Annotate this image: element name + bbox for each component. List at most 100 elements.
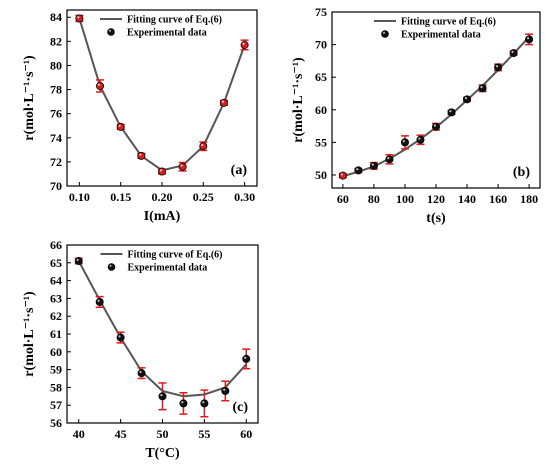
- y-tick-label: 58: [50, 380, 62, 394]
- data-point: [525, 33, 534, 46]
- x-tick-label: 0.30: [234, 190, 255, 204]
- x-tick-label: 100: [396, 192, 414, 206]
- legend-marker-highlight: [109, 264, 112, 267]
- y-tick-label: 65: [315, 70, 327, 84]
- y-tick-label: 61: [50, 327, 62, 341]
- data-point: [137, 367, 146, 380]
- y-axis-label: r(mol·L⁻¹·s⁻¹): [22, 55, 37, 141]
- data-point: [96, 79, 105, 93]
- data-marker: [478, 84, 487, 93]
- data-marker: [157, 167, 166, 176]
- data-point: [354, 166, 363, 175]
- marker-highlight: [433, 124, 436, 127]
- fit-curve-line: [78, 18, 246, 172]
- data-point: [369, 161, 378, 170]
- legend-marker-swatch: [381, 30, 389, 38]
- marker-highlight: [202, 401, 205, 404]
- marker-highlight: [76, 258, 79, 261]
- fit-curve-line: [77, 260, 248, 398]
- x-axis-label: T(°C): [145, 446, 180, 461]
- data-point: [137, 151, 146, 160]
- data-point: [157, 167, 166, 176]
- data-marker: [158, 392, 167, 401]
- data-marker: [369, 161, 378, 170]
- legend-marker-highlight: [383, 31, 385, 34]
- x-tick-label: 60: [240, 427, 252, 441]
- marker-highlight: [160, 394, 163, 397]
- data-point: [74, 257, 83, 266]
- x-tick-label: 60: [337, 192, 349, 206]
- x-axis-label: t(s): [426, 211, 446, 226]
- y-tick-label: 75: [315, 5, 327, 19]
- marker-highlight: [371, 163, 374, 166]
- data-marker: [463, 95, 472, 104]
- marker-highlight: [77, 16, 80, 19]
- marker-highlight: [244, 356, 247, 359]
- data-point: [463, 95, 472, 104]
- legend-entry-fit: Fitting curve of Eq.(6): [128, 250, 223, 261]
- y-tick-label: 84: [50, 10, 62, 24]
- marker-highlight: [118, 124, 121, 127]
- x-tick-label: 160: [489, 192, 507, 206]
- data-point: [240, 39, 249, 51]
- marker-highlight: [511, 50, 514, 53]
- data-point: [221, 380, 230, 402]
- marker-highlight: [356, 168, 359, 171]
- data-marker: [447, 108, 456, 117]
- data-marker: [431, 122, 440, 131]
- x-tick-label: 55: [198, 427, 210, 441]
- y-tick-label: 80: [50, 58, 62, 72]
- y-axis-label: r(mol·L⁻¹·s⁻¹): [291, 57, 306, 143]
- data-point: [179, 391, 188, 415]
- legend-entry-data: Experimental data: [127, 28, 207, 39]
- panel-label: (c): [232, 400, 248, 415]
- y-tick-label: 65: [50, 256, 62, 270]
- y-tick-label: 62: [50, 309, 62, 323]
- marker-highlight: [159, 169, 162, 172]
- legend: Fitting curve of Eq.(6) Experimental data: [100, 250, 223, 274]
- data-marker: [338, 171, 347, 180]
- data-point: [199, 141, 208, 152]
- marker-highlight: [480, 85, 483, 89]
- data-marker: [221, 386, 230, 395]
- x-tick-label: 80: [368, 192, 380, 206]
- y-tick-label: 74: [50, 131, 62, 145]
- y-tick-label: 56: [50, 416, 62, 430]
- data-marker: [400, 138, 409, 147]
- data-marker: [95, 297, 104, 306]
- panel-c: 40 45 50 55 60 56 57 58 59 60 61 62 63 64 65 66 T(°C) r(m…: [22, 238, 259, 461]
- x-tick-label: 0.10: [69, 190, 90, 204]
- marker-highlight: [118, 335, 121, 338]
- legend: Fitting curve of Eq.(6) Experimental data: [100, 15, 222, 39]
- data-point: [242, 348, 251, 370]
- data-marker: [96, 81, 105, 90]
- data-point: [116, 331, 125, 344]
- x-tick-label: 0.20: [152, 190, 173, 204]
- y-tick-label: 70: [50, 179, 62, 193]
- data-point: [416, 134, 425, 146]
- y-tick-label: 64: [50, 274, 62, 288]
- data-marker: [219, 98, 228, 107]
- panel-a: 0.10 0.15 0.20 0.25 0.30 70 72 74 76 78 80 82 84 I(mA…: [22, 9, 258, 224]
- legend-marker-swatch: [107, 28, 115, 36]
- data-marker: [240, 40, 249, 49]
- y-tick-label: 82: [50, 34, 62, 48]
- y-axis-label: r(mol·L⁻¹·s⁻¹): [22, 291, 37, 377]
- marker-highlight: [340, 173, 343, 176]
- x-tick-label: 45: [115, 427, 127, 441]
- data-point: [494, 63, 503, 72]
- x-tick-label: 140: [458, 192, 476, 206]
- marker-highlight: [402, 140, 405, 143]
- y-tick-label: 57: [50, 398, 62, 412]
- marker-highlight: [139, 153, 142, 156]
- marker-highlight: [223, 388, 226, 391]
- y-tick-label: 60: [50, 345, 62, 359]
- data-marker: [509, 49, 518, 58]
- data-point: [116, 122, 125, 131]
- data-marker: [354, 166, 363, 175]
- data-marker: [74, 257, 83, 266]
- data-point: [219, 98, 228, 107]
- legend: Fitting curve of Eq.(6) Experimental data: [374, 17, 496, 41]
- x-tick-label: 180: [520, 192, 538, 206]
